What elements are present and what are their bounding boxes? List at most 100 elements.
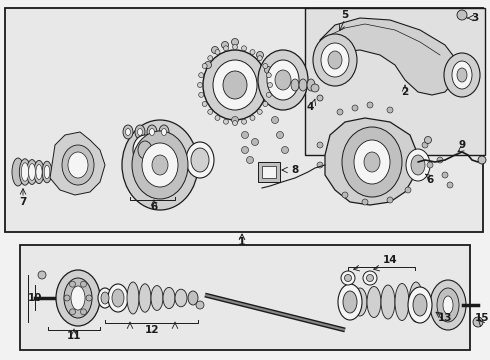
Ellipse shape	[122, 120, 198, 210]
Ellipse shape	[197, 82, 202, 87]
Ellipse shape	[198, 92, 204, 97]
Ellipse shape	[142, 143, 178, 187]
Ellipse shape	[317, 142, 323, 148]
Ellipse shape	[275, 70, 291, 90]
Ellipse shape	[70, 309, 75, 315]
Ellipse shape	[159, 125, 169, 139]
Ellipse shape	[317, 95, 323, 101]
Ellipse shape	[188, 291, 198, 305]
Ellipse shape	[352, 105, 358, 111]
Ellipse shape	[223, 46, 228, 51]
Ellipse shape	[112, 289, 124, 307]
Ellipse shape	[133, 135, 157, 165]
Ellipse shape	[242, 147, 248, 153]
Ellipse shape	[328, 51, 342, 69]
Ellipse shape	[127, 282, 139, 314]
Ellipse shape	[362, 199, 368, 205]
Ellipse shape	[257, 56, 262, 60]
Ellipse shape	[263, 102, 268, 107]
Ellipse shape	[221, 41, 228, 49]
Text: 4: 4	[306, 102, 314, 112]
Ellipse shape	[478, 156, 486, 164]
Ellipse shape	[125, 129, 130, 135]
Ellipse shape	[265, 67, 271, 73]
Bar	[5, 8, 483, 232]
Ellipse shape	[291, 79, 299, 91]
Ellipse shape	[281, 147, 289, 153]
Ellipse shape	[138, 129, 143, 135]
Ellipse shape	[215, 116, 220, 120]
Ellipse shape	[68, 152, 88, 178]
Ellipse shape	[132, 131, 188, 199]
Ellipse shape	[98, 288, 112, 308]
Text: 12: 12	[145, 325, 159, 335]
Ellipse shape	[36, 165, 42, 180]
Ellipse shape	[267, 60, 299, 100]
Text: 6: 6	[426, 175, 434, 185]
Ellipse shape	[276, 131, 284, 139]
Ellipse shape	[387, 197, 393, 203]
Ellipse shape	[256, 51, 264, 58]
Ellipse shape	[367, 102, 373, 108]
Polygon shape	[320, 18, 458, 95]
Ellipse shape	[208, 56, 213, 60]
Ellipse shape	[80, 309, 87, 315]
Ellipse shape	[26, 159, 37, 184]
Ellipse shape	[162, 129, 167, 135]
Ellipse shape	[268, 82, 272, 87]
Ellipse shape	[430, 280, 466, 330]
Ellipse shape	[223, 119, 228, 124]
Ellipse shape	[62, 145, 94, 185]
Ellipse shape	[242, 46, 246, 51]
Ellipse shape	[452, 61, 472, 89]
Ellipse shape	[123, 125, 133, 139]
Ellipse shape	[242, 131, 248, 139]
Ellipse shape	[424, 136, 432, 144]
Ellipse shape	[163, 287, 175, 309]
Ellipse shape	[80, 281, 87, 287]
Ellipse shape	[406, 149, 430, 181]
Ellipse shape	[34, 161, 44, 184]
Ellipse shape	[367, 274, 373, 282]
Ellipse shape	[411, 155, 425, 175]
Ellipse shape	[56, 270, 100, 326]
Ellipse shape	[409, 282, 423, 322]
Text: 9: 9	[459, 140, 466, 150]
Ellipse shape	[395, 284, 409, 320]
Ellipse shape	[135, 125, 145, 139]
Ellipse shape	[64, 295, 70, 301]
Ellipse shape	[381, 285, 395, 319]
Ellipse shape	[71, 286, 85, 310]
Ellipse shape	[437, 157, 443, 163]
Ellipse shape	[317, 162, 323, 168]
Ellipse shape	[231, 39, 239, 45]
Text: 5: 5	[342, 10, 348, 20]
Ellipse shape	[250, 50, 255, 55]
Text: 6: 6	[150, 202, 158, 212]
Ellipse shape	[367, 287, 381, 318]
Ellipse shape	[203, 50, 267, 120]
Ellipse shape	[364, 152, 380, 172]
Ellipse shape	[408, 287, 432, 323]
Ellipse shape	[342, 127, 402, 197]
Ellipse shape	[311, 84, 319, 92]
Ellipse shape	[149, 129, 154, 135]
Ellipse shape	[387, 107, 393, 113]
Ellipse shape	[19, 159, 31, 185]
Ellipse shape	[447, 182, 453, 188]
Ellipse shape	[12, 158, 24, 186]
Text: 11: 11	[67, 331, 81, 341]
Ellipse shape	[427, 162, 433, 168]
Ellipse shape	[108, 284, 128, 312]
Ellipse shape	[405, 187, 411, 193]
Ellipse shape	[208, 109, 213, 114]
Ellipse shape	[151, 285, 163, 310]
Ellipse shape	[457, 10, 467, 20]
Ellipse shape	[86, 295, 92, 301]
Polygon shape	[50, 132, 105, 195]
Ellipse shape	[266, 92, 271, 97]
Ellipse shape	[354, 140, 390, 184]
Ellipse shape	[44, 165, 50, 179]
Ellipse shape	[271, 117, 278, 123]
Ellipse shape	[307, 79, 315, 91]
